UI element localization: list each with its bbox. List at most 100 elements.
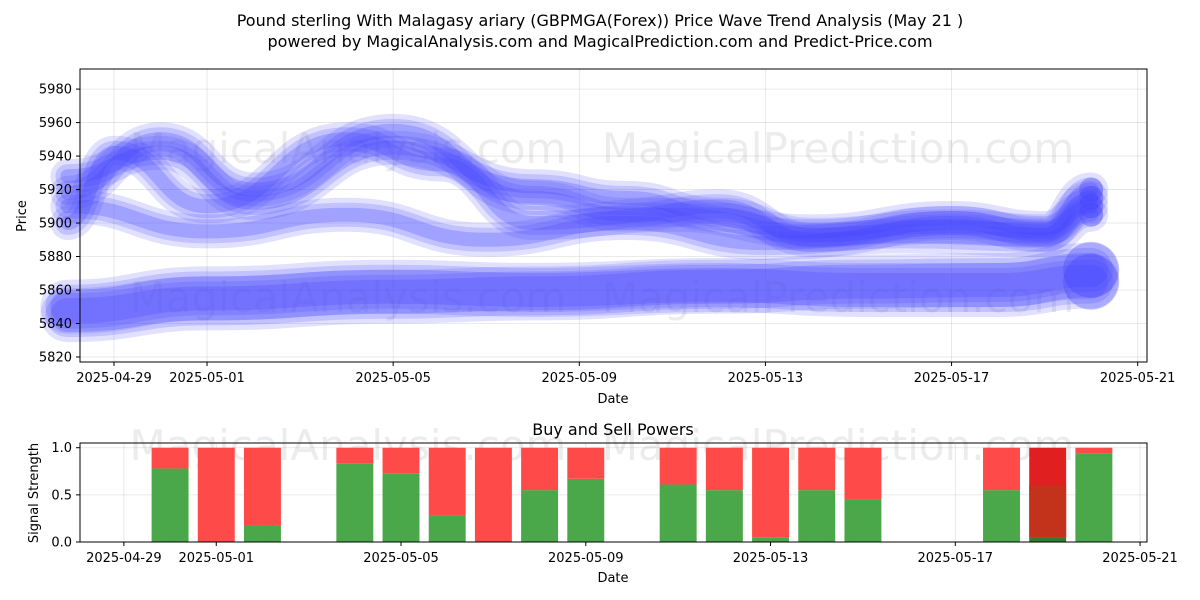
price-y-tick-label: 5920 bbox=[39, 183, 72, 198]
signal-x-tick-label: 2025-05-13 bbox=[733, 551, 809, 566]
signal-bar-group bbox=[382, 447, 420, 542]
price-series-line bbox=[45, 247, 1114, 338]
sell-power-bar bbox=[659, 447, 697, 485]
signal-x-tick-label: 2025-04-29 bbox=[86, 551, 162, 566]
sell-power-bar bbox=[474, 447, 512, 542]
price-x-ticks: 2025-04-29 2025-05-01 2025-05-05 2025-05-09… bbox=[76, 362, 1175, 386]
signal-x-axis-label: Date bbox=[597, 571, 628, 586]
signal-overlap-bar bbox=[1029, 485, 1067, 538]
sell-power-bar bbox=[705, 447, 743, 491]
price-series-line bbox=[50, 252, 1109, 333]
price-x-tick-label: 2025-04-29 bbox=[76, 371, 152, 386]
signal-bar-group bbox=[752, 447, 790, 542]
signal-bar-group bbox=[197, 447, 235, 542]
figure-title: Pound sterling With Malagasy ariary (GBP… bbox=[237, 11, 964, 30]
price-series-band bbox=[50, 122, 1109, 249]
buy-power-bar bbox=[983, 490, 1020, 542]
price-series-line bbox=[55, 194, 1104, 256]
price-series-line bbox=[60, 123, 1099, 247]
price-series bbox=[40, 113, 1120, 343]
buy-power-bar bbox=[243, 525, 281, 542]
signal-y-tick-label: 0.5 bbox=[51, 488, 72, 503]
price-series-endpoint bbox=[1079, 177, 1104, 202]
price-y-axis-label: Price bbox=[15, 200, 30, 232]
signal-bars bbox=[151, 447, 1113, 542]
signal-bar-group bbox=[983, 447, 1020, 542]
signal-bar-group bbox=[151, 447, 189, 542]
price-series-line bbox=[55, 135, 1104, 247]
buy-power-bar bbox=[659, 484, 697, 542]
sell-power-bar bbox=[521, 447, 559, 491]
price-series-line bbox=[55, 118, 1104, 252]
price-x-tick-label: 2025-05-21 bbox=[1100, 371, 1176, 386]
price-y-tick-label: 5840 bbox=[39, 317, 72, 332]
price-y-tick-label: 5820 bbox=[39, 350, 72, 365]
price-y-tick-label: 5980 bbox=[39, 83, 72, 98]
buy-power-bar bbox=[1029, 537, 1067, 542]
signal-y-axis-label: Signal Strength bbox=[27, 443, 42, 543]
signal-y-tick-label: 1.0 bbox=[51, 441, 72, 456]
watermark: MagicalPrediction.com bbox=[602, 273, 1075, 322]
price-y-tick-label: 5860 bbox=[39, 284, 72, 299]
signal-x-tick-label: 2025-05-17 bbox=[918, 551, 994, 566]
signal-x-tick-label: 2025-05-05 bbox=[363, 551, 439, 566]
signal-bar-group bbox=[428, 447, 466, 542]
price-x-tick-label: 2025-05-17 bbox=[914, 371, 990, 386]
buy-power-bar bbox=[382, 473, 420, 542]
signal-bar-group bbox=[1029, 447, 1067, 542]
price-series-endpoint bbox=[1079, 185, 1104, 210]
price-series-line bbox=[50, 264, 1109, 324]
buy-power-bar bbox=[428, 515, 466, 542]
buy-power-bar bbox=[151, 468, 189, 542]
signal-bar-group bbox=[521, 447, 559, 542]
signal-bar-group bbox=[567, 447, 605, 542]
signal-bar-group bbox=[705, 447, 743, 542]
buy-power-bar bbox=[798, 490, 836, 542]
sell-power-bar bbox=[567, 447, 605, 479]
buy-power-bar bbox=[844, 499, 882, 542]
signal-x-tick-label: 2025-05-01 bbox=[178, 551, 254, 566]
signal-plot-frame bbox=[79, 442, 1148, 543]
price-series-line bbox=[40, 254, 1119, 334]
price-series-band bbox=[50, 113, 1109, 257]
price-series-band bbox=[40, 253, 1120, 334]
signal-bar-group bbox=[243, 447, 281, 542]
buy-power-bar bbox=[336, 463, 374, 542]
price-y-tick-label: 5880 bbox=[39, 250, 72, 265]
signal-chart: Buy and Sell Powers MagicalAnalysis.com … bbox=[27, 420, 1178, 586]
buy-power-bar bbox=[1075, 453, 1113, 542]
price-series-band bbox=[50, 189, 1109, 261]
signal-y-tick-label: 0.0 bbox=[51, 536, 72, 551]
price-series-line bbox=[50, 113, 1109, 257]
signal-x-tick-label: 2025-05-09 bbox=[548, 551, 624, 566]
signal-bar-group bbox=[1075, 447, 1113, 542]
price-series-line bbox=[60, 132, 1099, 239]
price-y-tick-label: 5960 bbox=[39, 116, 72, 131]
price-y-ticks: 5820 5840 5860 5880 5900 5920 5940 5960 5980 bbox=[39, 83, 80, 365]
price-y-tick-label: 5900 bbox=[39, 217, 72, 232]
buy-power-bar bbox=[705, 490, 743, 542]
sell-power-bar bbox=[844, 447, 882, 500]
buy-power-bar bbox=[752, 537, 790, 542]
sell-power-bar bbox=[428, 447, 466, 516]
buy-power-bar bbox=[521, 490, 559, 542]
price-series-line bbox=[60, 199, 1099, 251]
price-y-tick-label: 5940 bbox=[39, 150, 72, 165]
signal-x-tick-label: 2025-05-21 bbox=[1102, 551, 1178, 566]
sell-power-bar bbox=[983, 447, 1020, 491]
price-series-endpoint bbox=[1079, 194, 1104, 219]
price-grid bbox=[80, 69, 1147, 362]
price-series-line bbox=[50, 130, 1109, 252]
watermark: MagicalPrediction.com bbox=[602, 124, 1075, 173]
price-series-endpoint bbox=[1063, 253, 1120, 310]
price-plot-frame bbox=[79, 68, 1148, 363]
price-x-tick-label: 2025-05-01 bbox=[169, 371, 245, 386]
sell-power-bar bbox=[1075, 447, 1113, 454]
price-series-endpoint bbox=[1079, 202, 1104, 227]
signal-bar-group bbox=[659, 447, 697, 542]
price-watermarks: MagicalAnalysis.com MagicalPrediction.co… bbox=[130, 124, 1075, 322]
price-series-line bbox=[50, 122, 1109, 249]
sell-power-bar bbox=[752, 447, 790, 538]
sell-power-bar bbox=[151, 447, 189, 469]
